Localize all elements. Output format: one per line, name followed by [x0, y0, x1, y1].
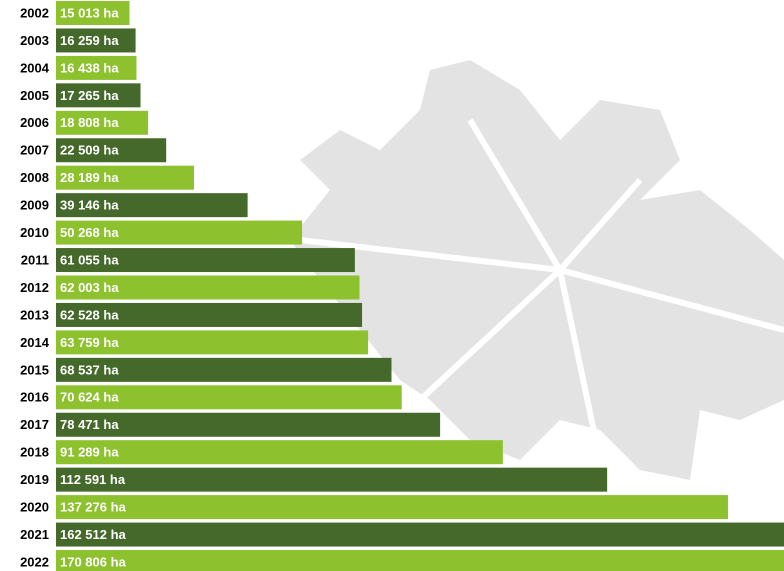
- chart: 2002 15 013 ha 2003 16 259 ha 2004 16 438 ha 2…: [0, 0, 784, 571]
- value-label: 61 055 ha: [60, 252, 119, 267]
- year-label: 2003: [20, 33, 49, 48]
- value-label: 70 624 ha: [60, 390, 119, 405]
- year-label: 2016: [20, 390, 49, 405]
- value-label: 112 591 ha: [60, 472, 126, 487]
- value-label: 39 146 ha: [60, 198, 119, 213]
- year-label: 2011: [21, 252, 49, 267]
- value-label: 91 289 ha: [60, 445, 119, 460]
- value-label: 18 808 ha: [60, 115, 119, 130]
- year-label: 2006: [20, 115, 49, 130]
- value-label: 68 537 ha: [60, 362, 119, 377]
- value-label: 16 438 ha: [60, 60, 119, 75]
- value-label: 28 189 ha: [60, 170, 119, 185]
- bar: [56, 550, 784, 571]
- value-label: 162 512 ha: [60, 527, 127, 542]
- value-label: 170 806 ha: [60, 554, 127, 569]
- bar: [56, 468, 607, 492]
- year-label: 2007: [20, 143, 49, 158]
- year-label: 2018: [20, 445, 49, 460]
- value-label: 63 759 ha: [60, 335, 119, 350]
- year-label: 2004: [20, 60, 50, 75]
- year-label: 2002: [20, 5, 49, 20]
- bar: [56, 495, 728, 519]
- value-label: 78 471 ha: [60, 417, 119, 432]
- bar: [56, 523, 784, 547]
- year-label: 2012: [20, 280, 49, 295]
- bar: [56, 440, 503, 464]
- value-label: 50 268 ha: [60, 225, 119, 240]
- year-label: 2014: [20, 335, 50, 350]
- value-label: 22 509 ha: [60, 143, 119, 158]
- value-label: 16 259 ha: [60, 33, 119, 48]
- year-label: 2015: [20, 362, 49, 377]
- year-label: 2005: [20, 88, 49, 103]
- year-label: 2021: [20, 527, 49, 542]
- value-label: 62 003 ha: [60, 280, 119, 295]
- value-label: 62 528 ha: [60, 307, 119, 322]
- year-label: 2017: [20, 417, 49, 432]
- year-label: 2009: [20, 198, 49, 213]
- value-label: 15 013 ha: [60, 5, 119, 20]
- year-label: 2022: [20, 554, 49, 569]
- year-label: 2010: [20, 225, 49, 240]
- value-label: 137 276 ha: [60, 500, 127, 515]
- year-label: 2008: [20, 170, 49, 185]
- year-label: 2013: [20, 307, 49, 322]
- year-label: 2020: [20, 500, 49, 515]
- value-label: 17 265 ha: [60, 88, 119, 103]
- year-label: 2019: [20, 472, 49, 487]
